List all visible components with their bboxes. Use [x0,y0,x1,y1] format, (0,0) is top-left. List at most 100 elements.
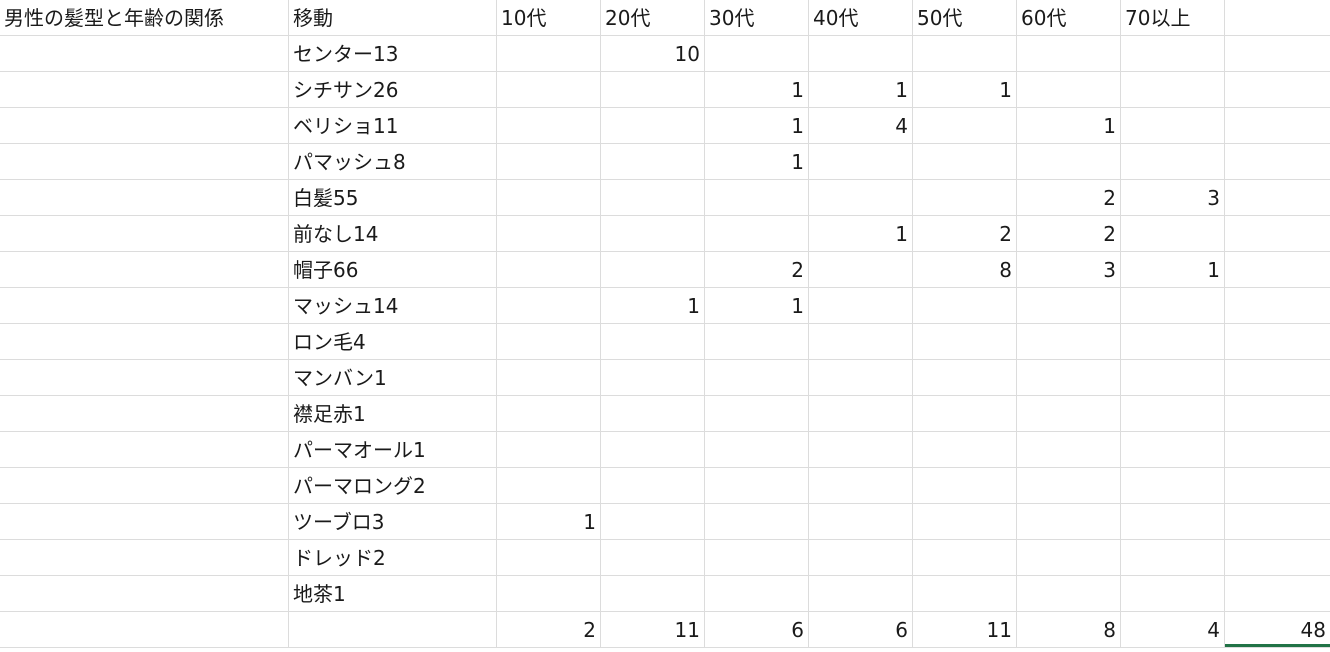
count-cell[interactable]: 1 [809,216,913,252]
age-group-header-cell[interactable]: 40代 [809,0,913,36]
count-cell[interactable] [913,108,1017,144]
empty-cell[interactable] [289,612,497,648]
age-group-header-cell[interactable]: 10代 [497,0,601,36]
count-cell[interactable] [601,360,705,396]
count-cell[interactable] [1225,288,1330,324]
count-cell[interactable]: 1 [497,504,601,540]
hairstyle-label-cell[interactable]: ベリショ11 [289,108,497,144]
empty-cell[interactable] [0,36,289,72]
move-header-cell[interactable]: 移動 [289,0,497,36]
empty-cell[interactable] [0,72,289,108]
count-cell[interactable] [1225,432,1330,468]
count-cell[interactable] [1017,36,1121,72]
count-cell[interactable] [705,180,809,216]
count-cell[interactable] [1017,432,1121,468]
count-cell[interactable] [1017,540,1121,576]
count-cell[interactable] [705,216,809,252]
empty-cell[interactable] [0,252,289,288]
count-cell[interactable] [601,576,705,612]
count-cell[interactable] [1017,576,1121,612]
count-cell[interactable] [1121,540,1225,576]
count-cell[interactable] [913,396,1017,432]
count-cell[interactable] [809,36,913,72]
count-cell[interactable]: 1 [705,144,809,180]
grand-total-cell[interactable]: 48 [1225,612,1330,648]
count-cell[interactable] [1121,72,1225,108]
count-cell[interactable] [809,252,913,288]
count-cell[interactable] [1121,144,1225,180]
count-cell[interactable] [601,144,705,180]
count-cell[interactable] [497,360,601,396]
count-cell[interactable] [1225,396,1330,432]
count-cell[interactable] [809,360,913,396]
hairstyle-label-cell[interactable]: 地茶1 [289,576,497,612]
total-cell[interactable]: 2 [497,612,601,648]
empty-cell[interactable] [0,216,289,252]
count-cell[interactable] [1225,252,1330,288]
count-cell[interactable] [497,144,601,180]
count-cell[interactable] [809,144,913,180]
count-cell[interactable] [809,288,913,324]
count-cell[interactable] [913,468,1017,504]
count-cell[interactable] [1225,180,1330,216]
count-cell[interactable]: 10 [601,36,705,72]
count-cell[interactable] [601,72,705,108]
count-cell[interactable]: 2 [1017,216,1121,252]
count-cell[interactable] [601,432,705,468]
count-cell[interactable] [1017,360,1121,396]
count-cell[interactable] [705,396,809,432]
count-cell[interactable]: 2 [913,216,1017,252]
count-cell[interactable] [497,432,601,468]
count-cell[interactable]: 1 [1121,252,1225,288]
count-cell[interactable] [913,36,1017,72]
count-cell[interactable] [1225,72,1330,108]
count-cell[interactable] [497,468,601,504]
total-cell[interactable]: 4 [1121,612,1225,648]
count-cell[interactable] [1225,144,1330,180]
count-cell[interactable] [1121,324,1225,360]
hairstyle-label-cell[interactable]: ドレッド2 [289,540,497,576]
count-cell[interactable]: 3 [1121,180,1225,216]
count-cell[interactable] [1121,36,1225,72]
count-cell[interactable] [497,540,601,576]
empty-cell[interactable] [0,180,289,216]
total-cell[interactable]: 11 [913,612,1017,648]
empty-cell[interactable] [0,144,289,180]
count-cell[interactable]: 1 [1017,108,1121,144]
empty-cell[interactable] [0,468,289,504]
count-cell[interactable] [913,360,1017,396]
count-cell[interactable] [809,432,913,468]
count-cell[interactable] [1017,468,1121,504]
sheet-title-cell[interactable]: 男性の髪型と年齢の関係 [0,0,289,36]
count-cell[interactable] [601,540,705,576]
age-group-header-cell[interactable] [1225,0,1330,36]
count-cell[interactable] [809,540,913,576]
count-cell[interactable] [705,504,809,540]
count-cell[interactable] [497,252,601,288]
count-cell[interactable] [1017,504,1121,540]
age-group-header-cell[interactable]: 70以上 [1121,0,1225,36]
count-cell[interactable]: 3 [1017,252,1121,288]
count-cell[interactable] [497,216,601,252]
count-cell[interactable] [705,432,809,468]
count-cell[interactable] [1017,288,1121,324]
count-cell[interactable] [497,324,601,360]
count-cell[interactable] [1121,288,1225,324]
count-cell[interactable] [497,396,601,432]
hairstyle-label-cell[interactable]: 白髪55 [289,180,497,216]
count-cell[interactable] [809,324,913,360]
count-cell[interactable] [913,432,1017,468]
count-cell[interactable]: 8 [913,252,1017,288]
count-cell[interactable] [913,324,1017,360]
count-cell[interactable] [1225,216,1330,252]
count-cell[interactable]: 1 [705,288,809,324]
count-cell[interactable] [1121,108,1225,144]
count-cell[interactable]: 2 [1017,180,1121,216]
count-cell[interactable] [601,252,705,288]
age-group-header-cell[interactable]: 30代 [705,0,809,36]
count-cell[interactable] [601,504,705,540]
hairstyle-label-cell[interactable]: マッシュ14 [289,288,497,324]
count-cell[interactable] [1225,360,1330,396]
count-cell[interactable] [1121,216,1225,252]
empty-cell[interactable] [0,396,289,432]
